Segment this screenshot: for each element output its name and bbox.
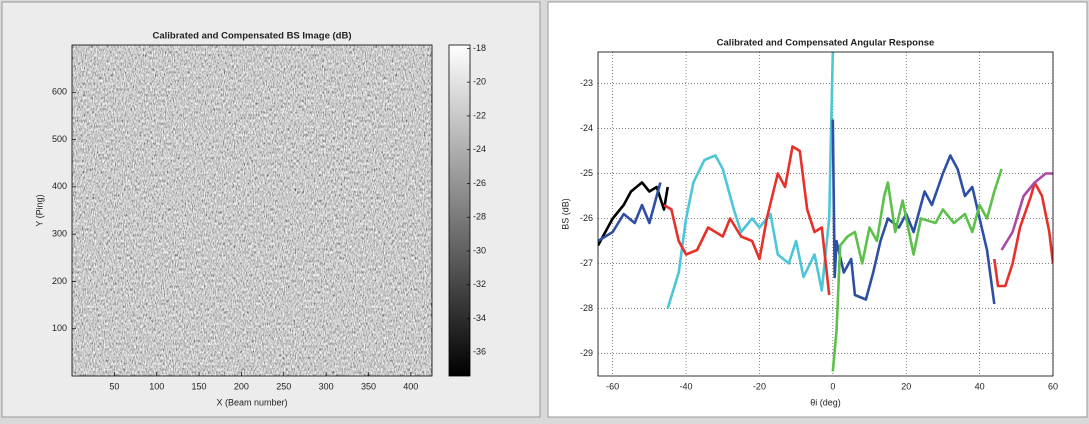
y-tick-label: -23 (580, 78, 593, 88)
x-tick-label: 300 (319, 381, 334, 391)
x-tick-label: -60 (606, 381, 619, 391)
y-tick-label: -28 (580, 303, 593, 313)
backscatter-image (72, 45, 432, 376)
colorbar-tick-label: -34 (473, 313, 486, 323)
x-tick-label: 200 (234, 381, 249, 391)
colorbar-tick-label: -20 (473, 77, 486, 87)
y-tick-label: -26 (580, 213, 593, 223)
y-tick-label: 500 (52, 134, 67, 144)
series-line (663, 145, 831, 296)
chart-title: Calibrated and Compensated BS Image (dB) (152, 31, 351, 42)
x-tick-label: 40 (975, 381, 985, 391)
colorbar-tick-label: -28 (473, 212, 486, 222)
y-tick-label: 400 (52, 181, 67, 191)
colorbar-tick-label: -22 (473, 110, 486, 120)
colorbar-tick-label: -26 (473, 178, 486, 188)
y-tick-label: -29 (580, 348, 593, 358)
x-tick-label: -40 (680, 381, 693, 391)
y-tick-label: -24 (580, 123, 593, 133)
colorbar-tick-label: -18 (473, 43, 486, 53)
y-tick-label: 300 (52, 229, 67, 239)
x-tick-label: 350 (361, 381, 376, 391)
x-tick-label: 400 (403, 381, 418, 391)
series-line (598, 181, 669, 247)
x-tick-label: -20 (753, 381, 766, 391)
series-line (598, 182, 662, 243)
plot-frame (71, 44, 433, 377)
y-tick-label: -25 (580, 168, 593, 178)
series-line (1000, 172, 1053, 251)
x-tick-label: 20 (901, 381, 911, 391)
colorbar-tick-label: -32 (473, 279, 486, 289)
x-tick-label: 50 (109, 381, 119, 391)
x-tick-label: 100 (149, 381, 164, 391)
chart-title: Calibrated and Compensated Angular Respo… (717, 38, 935, 49)
x-axis-label: θi (deg) (810, 397, 841, 407)
series-line (831, 168, 1003, 372)
series-line (993, 181, 1053, 288)
y-axis-label: BS (dB) (560, 198, 570, 230)
y-tick-label: 600 (52, 87, 67, 97)
x-tick-label: 150 (192, 381, 207, 391)
x-axis-label: X (Beam number) (216, 397, 287, 407)
x-tick-label: 250 (276, 381, 291, 391)
y-axis-label: Y (Ping) (34, 194, 44, 226)
series-line (666, 52, 835, 309)
x-tick-label: 0 (830, 381, 835, 391)
plot-frame (597, 51, 1054, 377)
colorbar (448, 44, 471, 377)
colorbar-tick-label: -36 (473, 347, 486, 357)
y-tick-label: 200 (52, 276, 67, 286)
colorbar-tick-label: -24 (473, 144, 486, 154)
y-tick-label: -27 (580, 258, 593, 268)
y-tick-label: 100 (52, 323, 67, 333)
colorbar-tick-label: -30 (473, 245, 486, 255)
x-tick-label: 60 (1048, 381, 1058, 391)
